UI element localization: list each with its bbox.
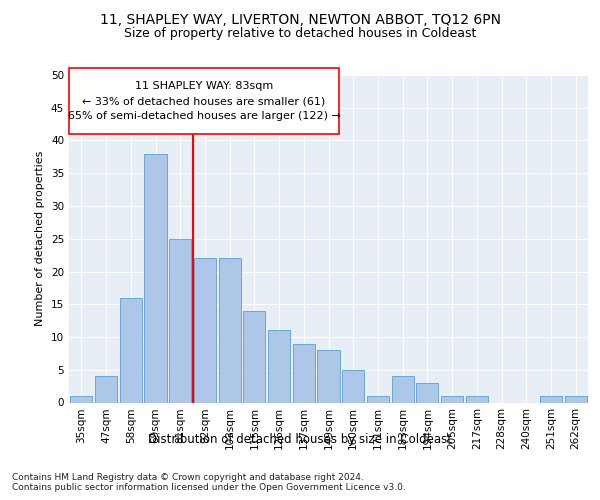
Bar <box>95 376 117 402</box>
Bar <box>317 350 340 403</box>
Bar <box>565 396 587 402</box>
Y-axis label: Number of detached properties: Number of detached properties <box>35 151 46 326</box>
Bar <box>466 396 488 402</box>
Bar <box>145 154 167 402</box>
Bar <box>367 396 389 402</box>
Text: 11 SHAPLEY WAY: 83sqm
← 33% of detached houses are smaller (61)
65% of semi-deta: 11 SHAPLEY WAY: 83sqm ← 33% of detached … <box>68 82 340 121</box>
Bar <box>392 376 414 402</box>
Bar <box>540 396 562 402</box>
Bar <box>441 396 463 402</box>
Bar <box>169 239 191 402</box>
Bar <box>119 298 142 403</box>
Text: 11, SHAPLEY WAY, LIVERTON, NEWTON ABBOT, TQ12 6PN: 11, SHAPLEY WAY, LIVERTON, NEWTON ABBOT,… <box>100 12 500 26</box>
FancyBboxPatch shape <box>69 68 339 134</box>
Bar <box>194 258 216 402</box>
Text: Contains HM Land Registry data © Crown copyright and database right 2024.
Contai: Contains HM Land Registry data © Crown c… <box>12 472 406 492</box>
Bar <box>416 383 439 402</box>
Text: Size of property relative to detached houses in Coldeast: Size of property relative to detached ho… <box>124 28 476 40</box>
Bar <box>243 311 265 402</box>
Bar <box>293 344 315 402</box>
Text: Distribution of detached houses by size in Coldeast: Distribution of detached houses by size … <box>148 432 452 446</box>
Bar <box>268 330 290 402</box>
Bar <box>218 258 241 402</box>
Bar <box>342 370 364 402</box>
Bar <box>70 396 92 402</box>
